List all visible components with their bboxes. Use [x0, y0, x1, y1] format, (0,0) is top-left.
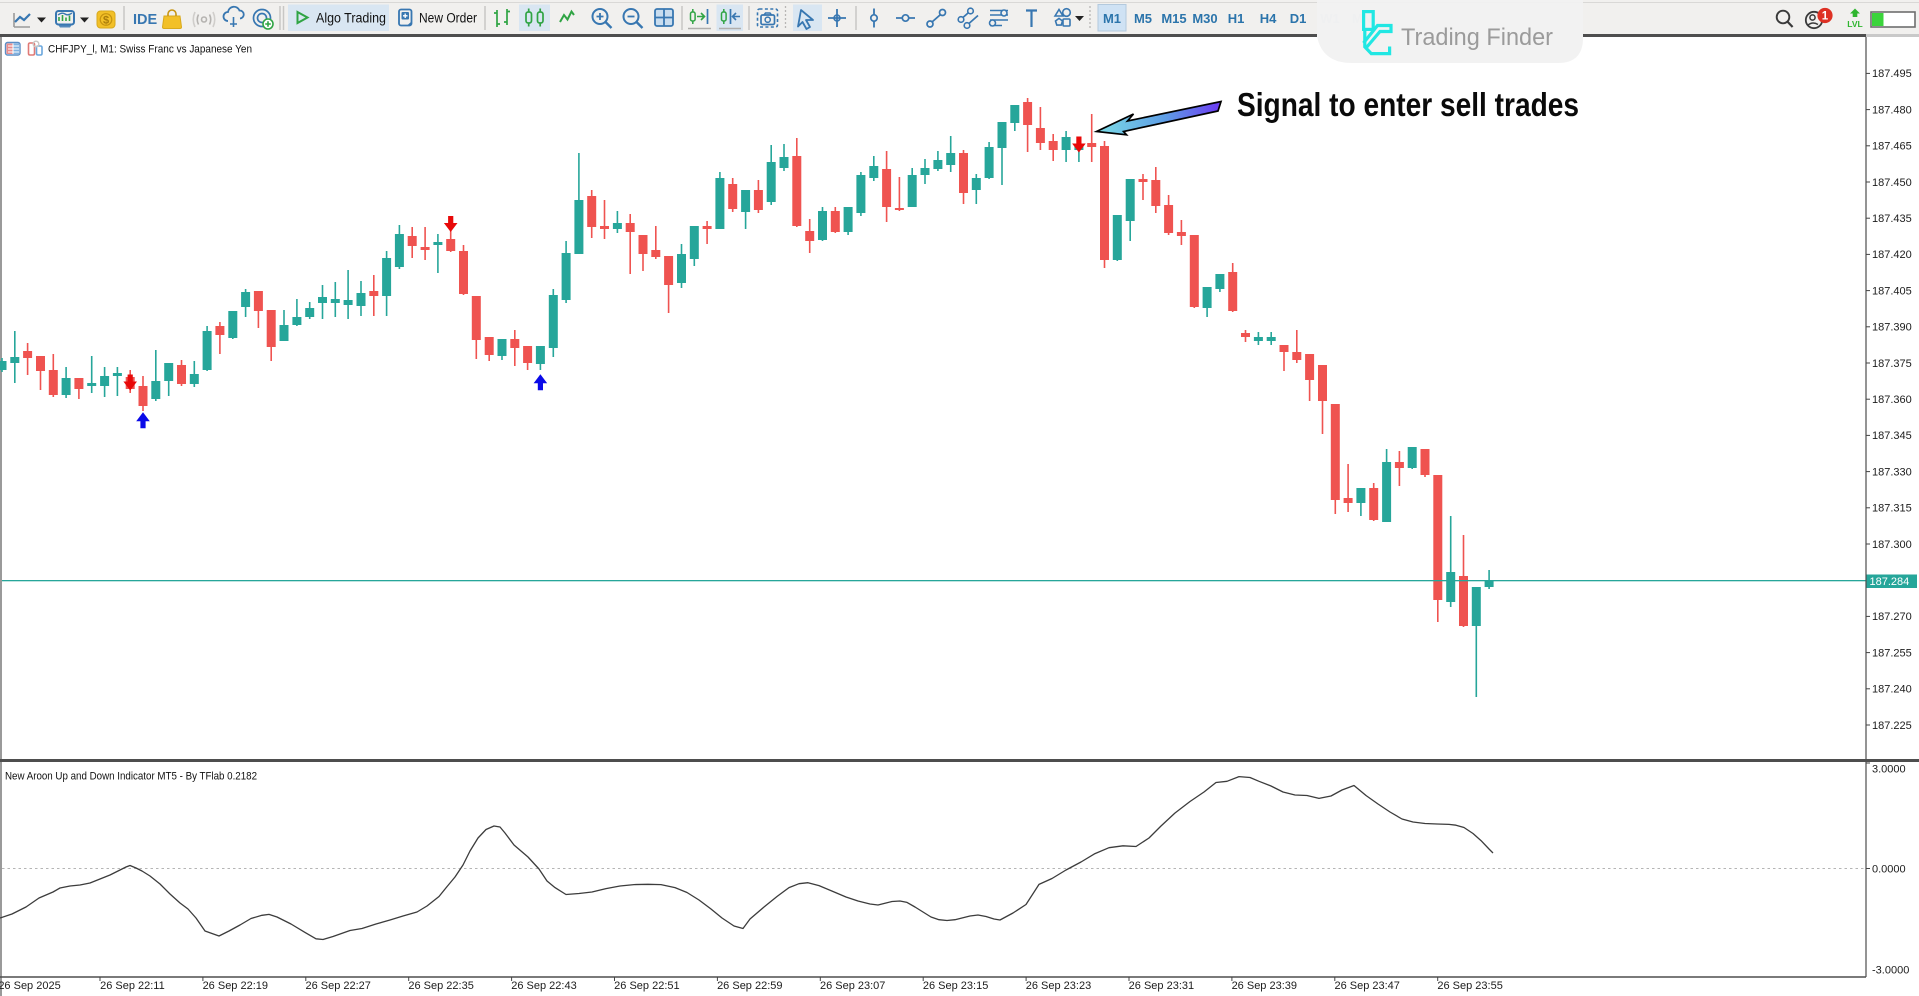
svg-text:187.405: 187.405	[1872, 285, 1912, 297]
svg-text:New Aroon Up and Down Indicato: New Aroon Up and Down Indicator MT5 - By…	[5, 771, 257, 783]
svg-text:26 Sep 23:39: 26 Sep 23:39	[1232, 980, 1297, 992]
svg-text:-3.0000: -3.0000	[1872, 965, 1909, 977]
svg-text:26 Sep 23:47: 26 Sep 23:47	[1334, 980, 1399, 992]
svg-text:M5: M5	[1134, 11, 1152, 26]
svg-text:26 Sep 23:15: 26 Sep 23:15	[923, 980, 988, 992]
svg-text:26 Sep 2025: 26 Sep 2025	[0, 980, 61, 992]
svg-text:26 Sep 23:31: 26 Sep 23:31	[1129, 980, 1194, 992]
svg-text:0.0000: 0.0000	[1872, 864, 1906, 876]
svg-text:CHFJPY_l, M1: Swiss Franc vs: CHFJPY_l, M1: Swiss Franc vs Japanese Ye…	[48, 44, 252, 56]
svg-text:Signal to enter sell trades: Signal to enter sell trades	[1237, 86, 1579, 123]
svg-text:26 Sep 23:55: 26 Sep 23:55	[1437, 980, 1502, 992]
svg-text:187.300: 187.300	[1872, 539, 1912, 551]
svg-text:26 Sep 22:59: 26 Sep 22:59	[717, 980, 782, 992]
svg-text:M15: M15	[1161, 11, 1186, 26]
svg-text:187.495: 187.495	[1872, 68, 1912, 80]
svg-text:26 Sep 22:51: 26 Sep 22:51	[614, 980, 679, 992]
svg-text:187.480: 187.480	[1872, 104, 1912, 116]
svg-text:M30: M30	[1192, 11, 1217, 26]
svg-text:187.360: 187.360	[1872, 394, 1912, 406]
svg-text:26 Sep 22:43: 26 Sep 22:43	[511, 980, 576, 992]
svg-text:1: 1	[1822, 11, 1829, 23]
svg-text:D1: D1	[1290, 11, 1307, 26]
svg-text:26 Sep 22:11: 26 Sep 22:11	[100, 980, 165, 992]
svg-text:26 Sep 23:07: 26 Sep 23:07	[820, 980, 885, 992]
svg-text:26 Sep 22:27: 26 Sep 22:27	[305, 980, 370, 992]
svg-text:187.450: 187.450	[1872, 177, 1912, 189]
svg-text:187.465: 187.465	[1872, 141, 1912, 153]
svg-text:187.284: 187.284	[1870, 576, 1910, 588]
svg-text:IDE: IDE	[133, 12, 158, 28]
svg-text:26 Sep 23:23: 26 Sep 23:23	[1026, 980, 1091, 992]
svg-text:187.420: 187.420	[1872, 249, 1912, 261]
svg-text:New Order: New Order	[419, 11, 477, 26]
svg-text:26 Sep 22:35: 26 Sep 22:35	[408, 980, 473, 992]
svg-text:$: $	[103, 15, 109, 27]
svg-text:M1: M1	[1103, 11, 1121, 26]
svg-text:H4: H4	[1260, 11, 1277, 26]
svg-text:Algo Trading: Algo Trading	[316, 11, 386, 26]
svg-text:187.330: 187.330	[1872, 466, 1912, 478]
svg-text:187.435: 187.435	[1872, 213, 1912, 225]
svg-text:187.375: 187.375	[1872, 358, 1912, 370]
svg-text:187.240: 187.240	[1872, 684, 1912, 696]
svg-text:187.255: 187.255	[1872, 647, 1912, 659]
svg-text:187.225: 187.225	[1872, 720, 1912, 732]
svg-text:H1: H1	[1228, 11, 1245, 26]
svg-text:187.345: 187.345	[1872, 430, 1912, 442]
svg-text:26 Sep 22:19: 26 Sep 22:19	[203, 980, 268, 992]
svg-text:187.270: 187.270	[1872, 611, 1912, 623]
svg-text:3.0000: 3.0000	[1872, 764, 1906, 776]
svg-text:Trading Finder: Trading Finder	[1401, 24, 1553, 51]
svg-text:187.390: 187.390	[1872, 322, 1912, 334]
svg-text:LVL: LVL	[1847, 19, 1862, 29]
svg-text:187.315: 187.315	[1872, 503, 1912, 515]
